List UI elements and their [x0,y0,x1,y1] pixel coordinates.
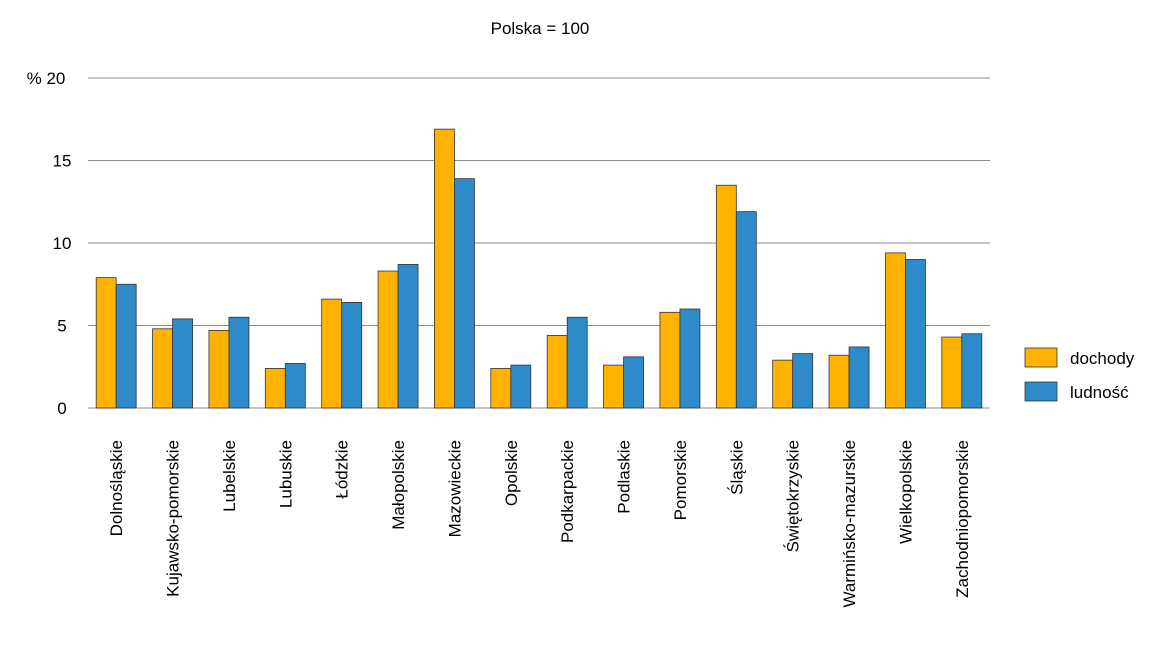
bar-dochody [321,298,343,409]
bar-dochody [715,184,737,409]
bar-ludnosc [735,211,757,409]
x-tick-label: Zachodniopomorskie [953,440,972,598]
bar-ludnosc [284,363,306,409]
x-tick-label: Świętokrzyskie [784,440,803,552]
y-tick-label: 10 [53,234,72,253]
x-tick-label: Łódzkie [333,440,352,499]
bar-ludnosc [510,364,532,409]
x-tick-label: Wielkopolskie [896,440,915,544]
bar-ludnosc [679,308,701,409]
x-tick-label: Małopolskie [389,440,408,530]
y-tick-label: 5 [57,317,66,336]
y-tick-label: % 20 [27,69,66,88]
bar-ludnosc [341,301,363,409]
bar-dochody [603,364,624,409]
bar-ludnosc [228,316,250,409]
bar-dochody [264,367,286,409]
bar-ludnosc [848,346,870,409]
bar-ludnosc [792,353,814,409]
y-axis-ticks: 0 5 10 15 % 20 [27,69,72,418]
x-tick-label: Mazowieckie [445,440,464,537]
x-tick-label: Opolskie [502,440,521,506]
bar-dochody [95,277,117,409]
y-tick-label: 0 [57,399,66,418]
bar-ludnosc [397,264,419,409]
x-tick-label: Podlaskie [615,440,634,514]
bar-dochody [434,128,455,409]
bar-dochody [659,311,681,409]
chart-title: Polska = 100 [491,19,590,38]
x-tick-label: Pomorskie [671,440,690,520]
bar-dochody [885,252,906,409]
bar-ludnosc [623,356,644,409]
legend: dochody ludność [1024,347,1135,402]
bar-ludnosc [454,178,475,409]
legend-label: ludność [1070,383,1129,402]
bar-dochody [828,354,850,409]
bar-dochody [546,334,568,409]
legend-swatch [1024,347,1058,368]
bar-dochody [152,328,173,409]
bar-dochody [941,336,963,409]
bars [95,128,983,409]
legend-label: dochody [1070,349,1135,368]
bar-dochody [772,359,794,409]
bar-dochody [208,330,230,409]
x-tick-label: Lubuskie [276,440,295,508]
bar-ludnosc [961,333,983,409]
bar-ludnosc [905,259,926,409]
x-tick-label: Lubelskie [220,440,239,512]
bar-dochody [377,270,399,409]
y-tick-label: 15 [53,152,72,171]
x-tick-label: Warmińsko-mazurskie [840,440,859,608]
x-axis-ticks: Dolnośląskie Kujawsko-pomorskie Lubelskie L… [107,440,972,608]
bar-ludnosc [566,316,588,409]
bar-dochody [490,367,512,409]
x-tick-label: Śląskie [727,440,746,495]
x-tick-label: Podkarpackie [558,440,577,543]
x-tick-label: Dolnośląskie [107,440,126,536]
x-tick-label: Kujawsko-pomorskie [164,440,183,597]
bar-ludnosc [172,318,193,409]
legend-swatch [1024,381,1058,402]
bar-ludnosc [115,283,137,409]
